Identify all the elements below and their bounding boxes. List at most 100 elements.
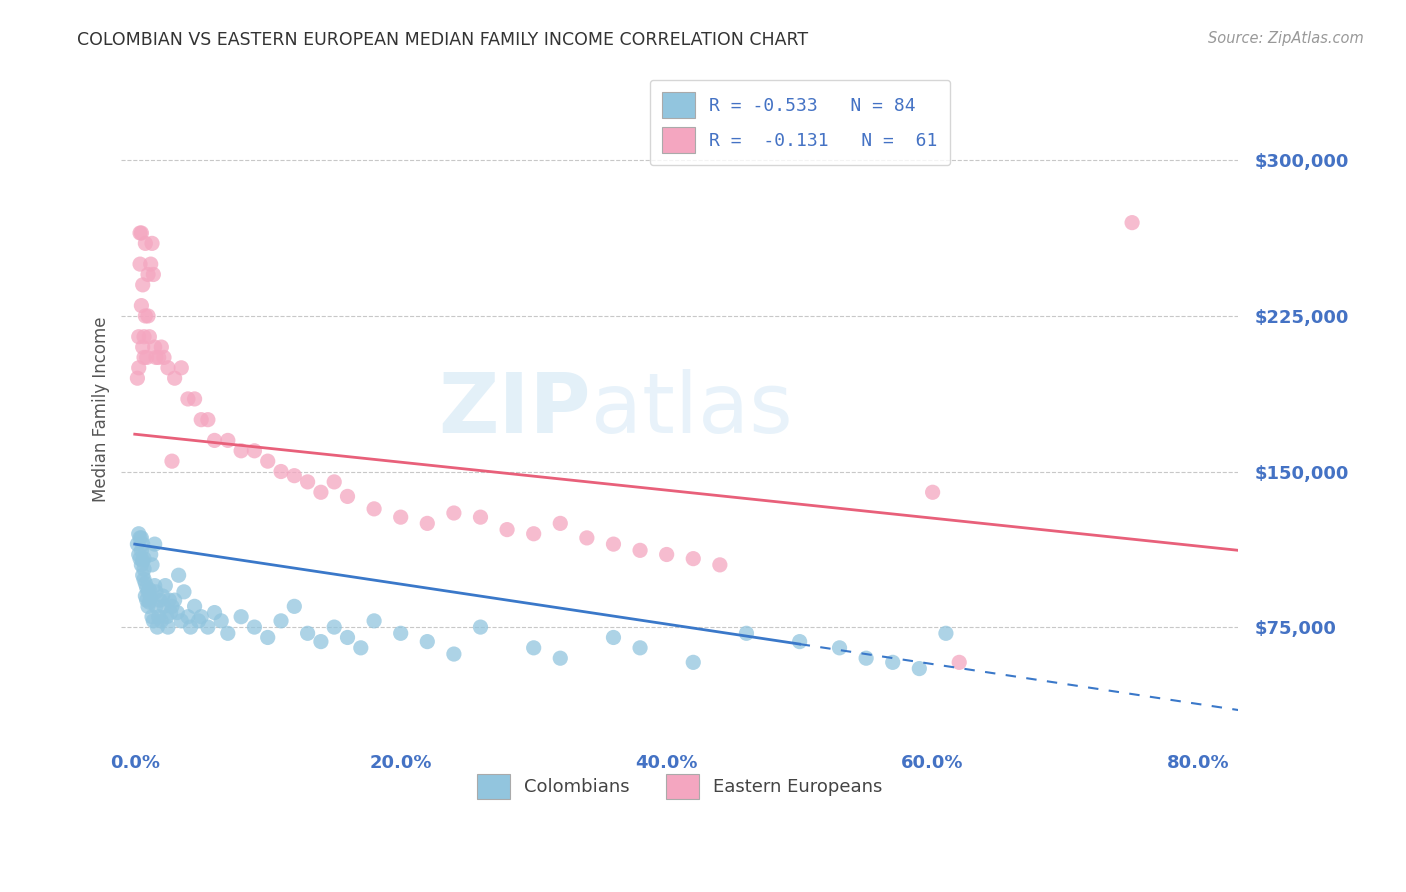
- Point: [283, 599, 305, 614]
- Point: [139, 257, 162, 271]
- Point: [935, 626, 957, 640]
- Point: [156, 620, 179, 634]
- Point: [129, 226, 152, 240]
- Point: [197, 620, 219, 634]
- Point: [153, 351, 176, 365]
- Point: [135, 593, 157, 607]
- Point: [132, 537, 155, 551]
- Text: COLOMBIAN VS EASTERN EUROPEAN MEDIAN FAMILY INCOME CORRELATION CHART: COLOMBIAN VS EASTERN EUROPEAN MEDIAN FAM…: [77, 31, 808, 49]
- Point: [129, 531, 152, 545]
- Point: [135, 581, 157, 595]
- Point: [187, 614, 209, 628]
- Point: [682, 551, 704, 566]
- Point: [160, 599, 183, 614]
- Point: [789, 634, 811, 648]
- Point: [155, 579, 177, 593]
- Point: [297, 626, 319, 640]
- Point: [908, 662, 931, 676]
- Point: [143, 340, 166, 354]
- Point: [270, 465, 292, 479]
- Point: [389, 510, 412, 524]
- Point: [167, 568, 190, 582]
- Point: [180, 620, 202, 634]
- Point: [142, 614, 165, 628]
- Point: [602, 631, 624, 645]
- Point: [183, 392, 205, 406]
- Point: [204, 606, 226, 620]
- Point: [132, 277, 155, 292]
- Point: [131, 543, 153, 558]
- Point: [470, 620, 492, 634]
- Point: [153, 599, 176, 614]
- Point: [129, 257, 152, 271]
- Point: [145, 584, 167, 599]
- Point: [150, 614, 173, 628]
- Point: [132, 551, 155, 566]
- Point: [204, 434, 226, 448]
- Point: [136, 268, 159, 282]
- Point: [132, 568, 155, 582]
- Point: [548, 651, 571, 665]
- Point: [128, 526, 150, 541]
- Point: [323, 620, 346, 634]
- Point: [136, 584, 159, 599]
- Point: [682, 656, 704, 670]
- Point: [145, 351, 167, 365]
- Point: [283, 468, 305, 483]
- Point: [132, 554, 155, 568]
- Point: [190, 609, 212, 624]
- Point: [143, 537, 166, 551]
- Point: [709, 558, 731, 572]
- Point: [170, 614, 193, 628]
- Point: [142, 268, 165, 282]
- Point: [270, 614, 292, 628]
- Point: [197, 412, 219, 426]
- Point: [256, 631, 278, 645]
- Point: [128, 360, 150, 375]
- Point: [132, 340, 155, 354]
- Point: [138, 595, 160, 609]
- Legend: Colombians, Eastern Europeans: Colombians, Eastern Europeans: [465, 761, 896, 812]
- Point: [256, 454, 278, 468]
- Point: [138, 329, 160, 343]
- Point: [177, 392, 200, 406]
- Point: [136, 599, 159, 614]
- Point: [156, 609, 179, 624]
- Point: [148, 351, 170, 365]
- Point: [350, 640, 373, 655]
- Point: [160, 454, 183, 468]
- Point: [496, 523, 519, 537]
- Point: [131, 299, 153, 313]
- Point: [150, 340, 173, 354]
- Point: [443, 506, 465, 520]
- Point: [628, 640, 651, 655]
- Point: [470, 510, 492, 524]
- Text: atlas: atlas: [591, 368, 793, 450]
- Point: [134, 576, 156, 591]
- Point: [1121, 216, 1143, 230]
- Point: [163, 593, 186, 607]
- Point: [323, 475, 346, 489]
- Point: [134, 236, 156, 251]
- Point: [139, 591, 162, 605]
- Point: [139, 548, 162, 562]
- Point: [163, 371, 186, 385]
- Text: Source: ZipAtlas.com: Source: ZipAtlas.com: [1208, 31, 1364, 46]
- Point: [297, 475, 319, 489]
- Point: [523, 640, 546, 655]
- Point: [309, 485, 332, 500]
- Point: [148, 609, 170, 624]
- Point: [141, 609, 163, 624]
- Point: [159, 606, 181, 620]
- Point: [145, 599, 167, 614]
- Point: [132, 573, 155, 587]
- Point: [416, 634, 439, 648]
- Point: [243, 620, 266, 634]
- Point: [134, 309, 156, 323]
- Y-axis label: Median Family Income: Median Family Income: [93, 317, 110, 502]
- Point: [336, 631, 359, 645]
- Point: [229, 609, 252, 624]
- Point: [828, 640, 851, 655]
- Point: [243, 443, 266, 458]
- Point: [152, 589, 174, 603]
